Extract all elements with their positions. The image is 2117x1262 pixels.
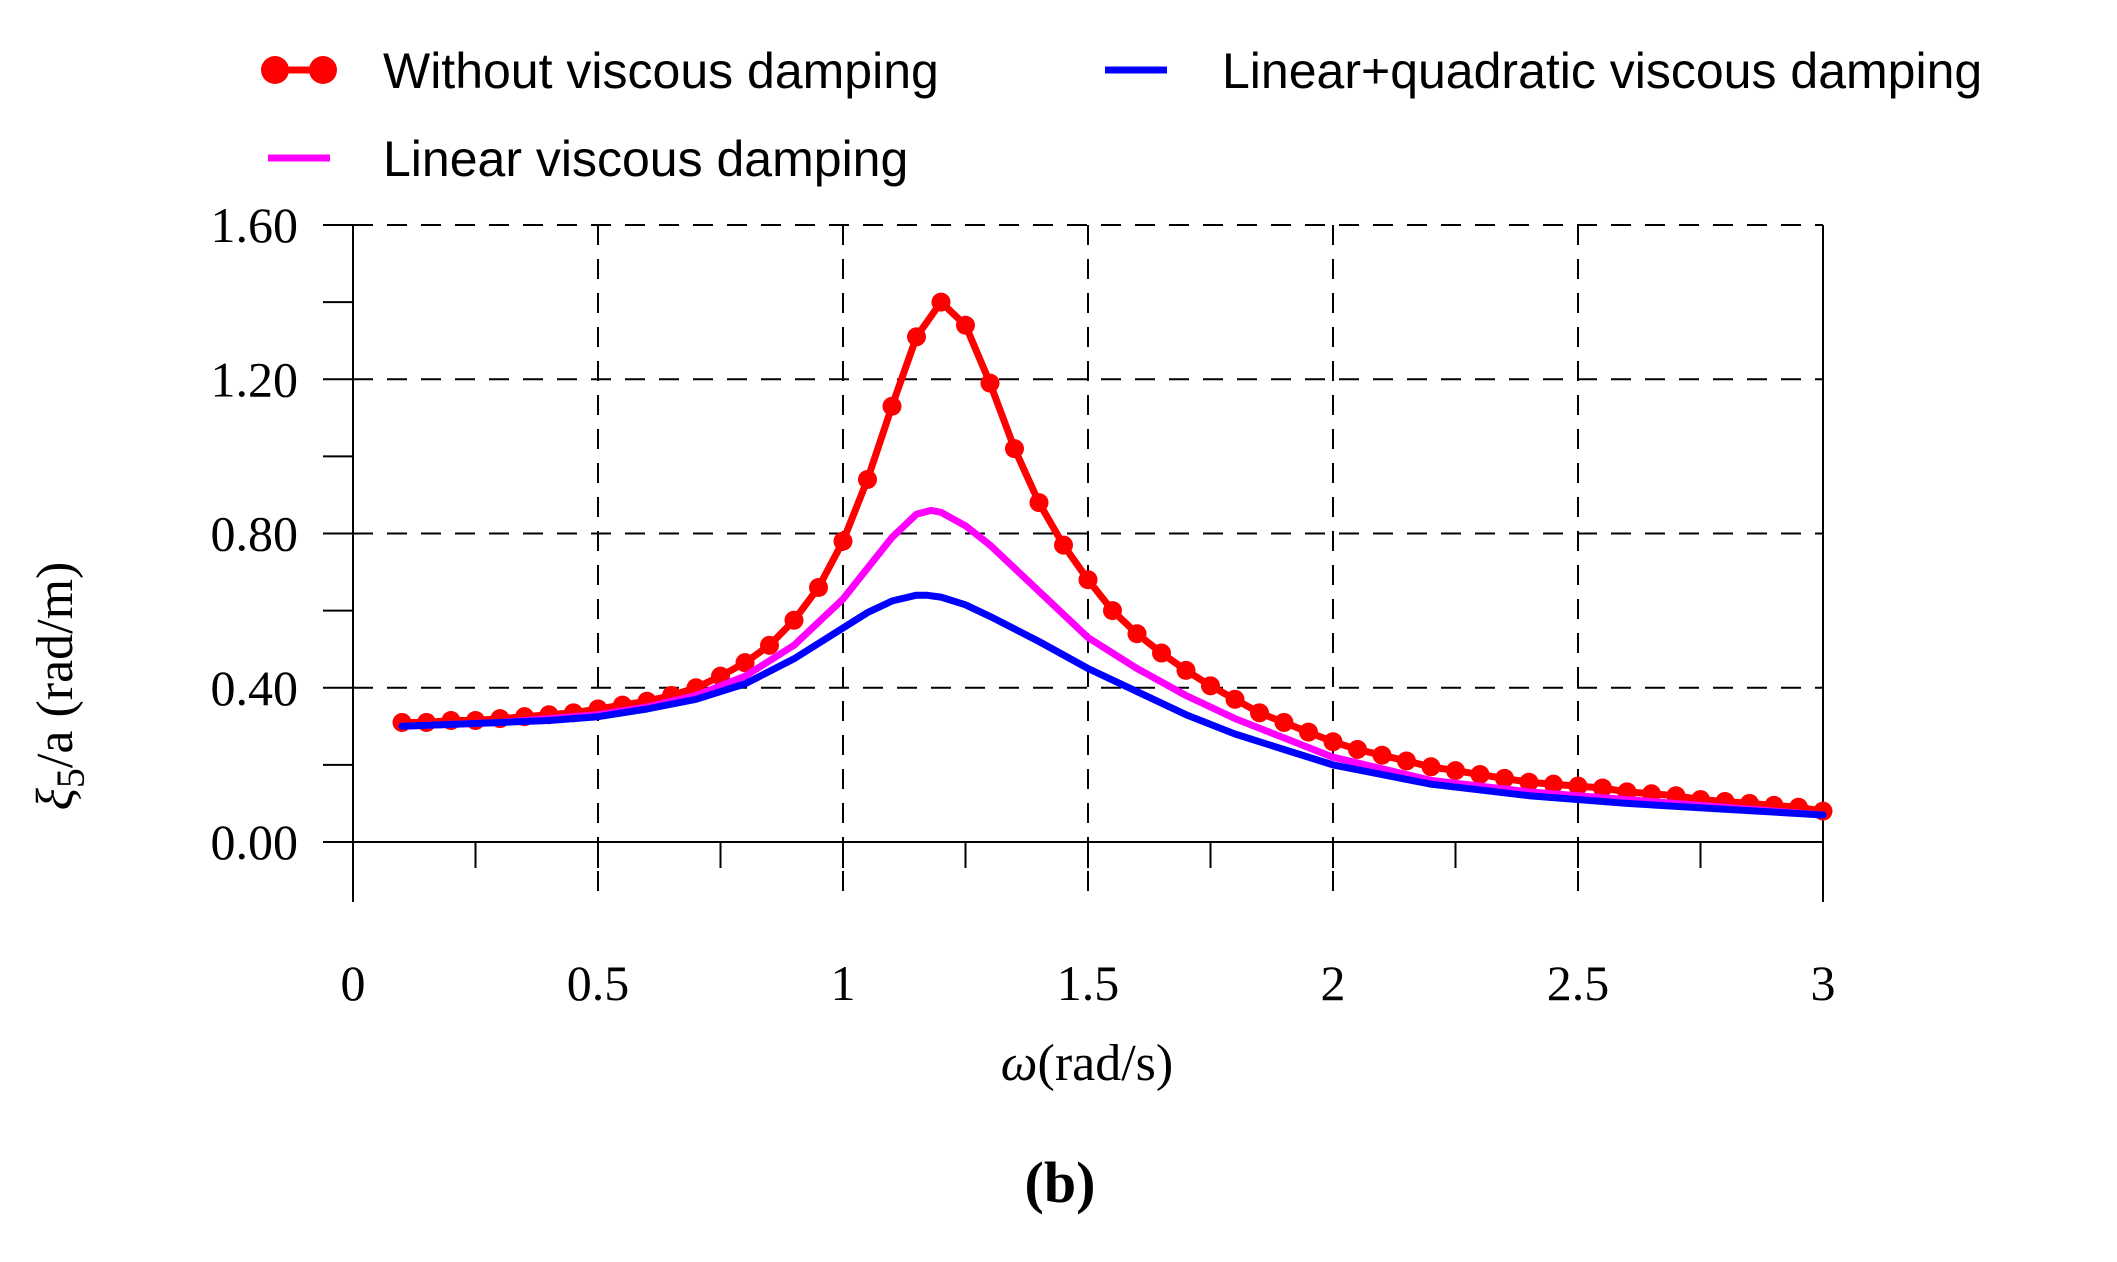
axes — [323, 224, 1824, 902]
series-0-point — [1470, 765, 1490, 785]
x-tick-label: 1 — [831, 955, 856, 1011]
y-tick-label: 0.80 — [211, 506, 299, 562]
series-0-point — [809, 577, 828, 597]
x-tick-label: 2 — [1321, 955, 1346, 1011]
series-2-line — [398, 591, 1827, 819]
x-axis-title: ω(rad/s) — [1001, 1035, 1173, 1092]
series-0-point — [956, 315, 975, 335]
series-0-point — [1372, 745, 1392, 765]
series-0-point — [784, 610, 804, 630]
series-0-point — [1348, 739, 1367, 759]
series-layer — [392, 292, 1833, 821]
legend-item-without-damping: Without viscous damping — [261, 43, 939, 99]
legend-item-linear-quadratic: Linear+quadratic viscous damping — [1105, 43, 1982, 99]
series-0-point — [1029, 493, 1049, 513]
series-0-point — [907, 327, 926, 347]
x-tick-label: 2.5 — [1547, 955, 1610, 1011]
y-tick-label: 0.00 — [211, 814, 299, 870]
series-0-point — [1225, 689, 1245, 709]
series-1-line — [398, 506, 1827, 819]
series-0-point — [1495, 768, 1514, 788]
legend-label-linear: Linear viscous damping — [383, 131, 908, 187]
series-0-point — [1005, 439, 1024, 459]
x-tick-label: 0.5 — [567, 955, 630, 1011]
legend-marker-without-damping — [261, 56, 289, 84]
legend-label-linear-quadratic: Linear+quadratic viscous damping — [1222, 43, 1982, 99]
legend-label-without-damping: Without viscous damping — [383, 43, 939, 99]
y-axis-unit: /a (rad/m) — [27, 562, 84, 768]
series-0-point — [1201, 676, 1220, 696]
series-0-point — [1519, 772, 1539, 792]
series-0-point — [980, 373, 1000, 393]
grid — [353, 224, 1824, 902]
series-0-point — [1323, 732, 1343, 752]
series-0-point — [760, 635, 779, 655]
y-tick-labels: 0.00 0.40 0.80 1.20 1.60 — [211, 197, 299, 870]
panel-label: (b) — [1025, 1150, 1096, 1215]
x-axis-symbol: ω — [1001, 1035, 1038, 1092]
series-0-point — [1103, 601, 1122, 621]
y-axis-subscript: 5 — [48, 768, 93, 788]
series-0-point — [1397, 751, 1416, 771]
x-tick-label: 1.5 — [1057, 955, 1120, 1011]
series-0-point — [882, 396, 902, 416]
series-0-point — [858, 470, 877, 490]
legend-item-linear: Linear viscous damping — [268, 131, 908, 187]
y-axis-symbol: ξ — [27, 787, 84, 810]
y-tick-label: 1.60 — [211, 197, 299, 253]
y-tick-label: 0.40 — [211, 660, 299, 716]
series-0-point — [1446, 761, 1465, 781]
series-0-point — [931, 292, 951, 312]
y-axis-title: ξ5/a (rad/m) — [27, 562, 93, 811]
series-0-point — [1593, 778, 1612, 798]
series-0-point — [1176, 660, 1196, 680]
series-0-point — [1421, 757, 1441, 777]
x-tick-labels: 0 0.5 1 1.5 2 2.5 3 — [341, 955, 1836, 1011]
series-0-point — [1054, 535, 1073, 555]
series-0-point — [735, 653, 755, 673]
legend: Without viscous damping Linear+quadratic… — [261, 43, 1982, 187]
y-tick-label: 1.20 — [211, 351, 299, 407]
series-0-point — [1127, 624, 1147, 644]
legend-marker-without-damping — [309, 56, 337, 84]
series-0-point — [1152, 643, 1171, 663]
series-0-point — [833, 531, 853, 551]
x-tick-label: 0 — [341, 955, 366, 1011]
series-0-point — [1078, 570, 1098, 590]
series-0-point — [1299, 722, 1318, 742]
series-0-point — [1250, 703, 1269, 723]
x-tick-label: 3 — [1811, 955, 1836, 1011]
series-0-point — [1568, 776, 1588, 796]
x-axis-unit: (rad/s) — [1038, 1035, 1174, 1092]
series-0-point — [1274, 712, 1294, 732]
series-0-point — [1544, 774, 1563, 794]
